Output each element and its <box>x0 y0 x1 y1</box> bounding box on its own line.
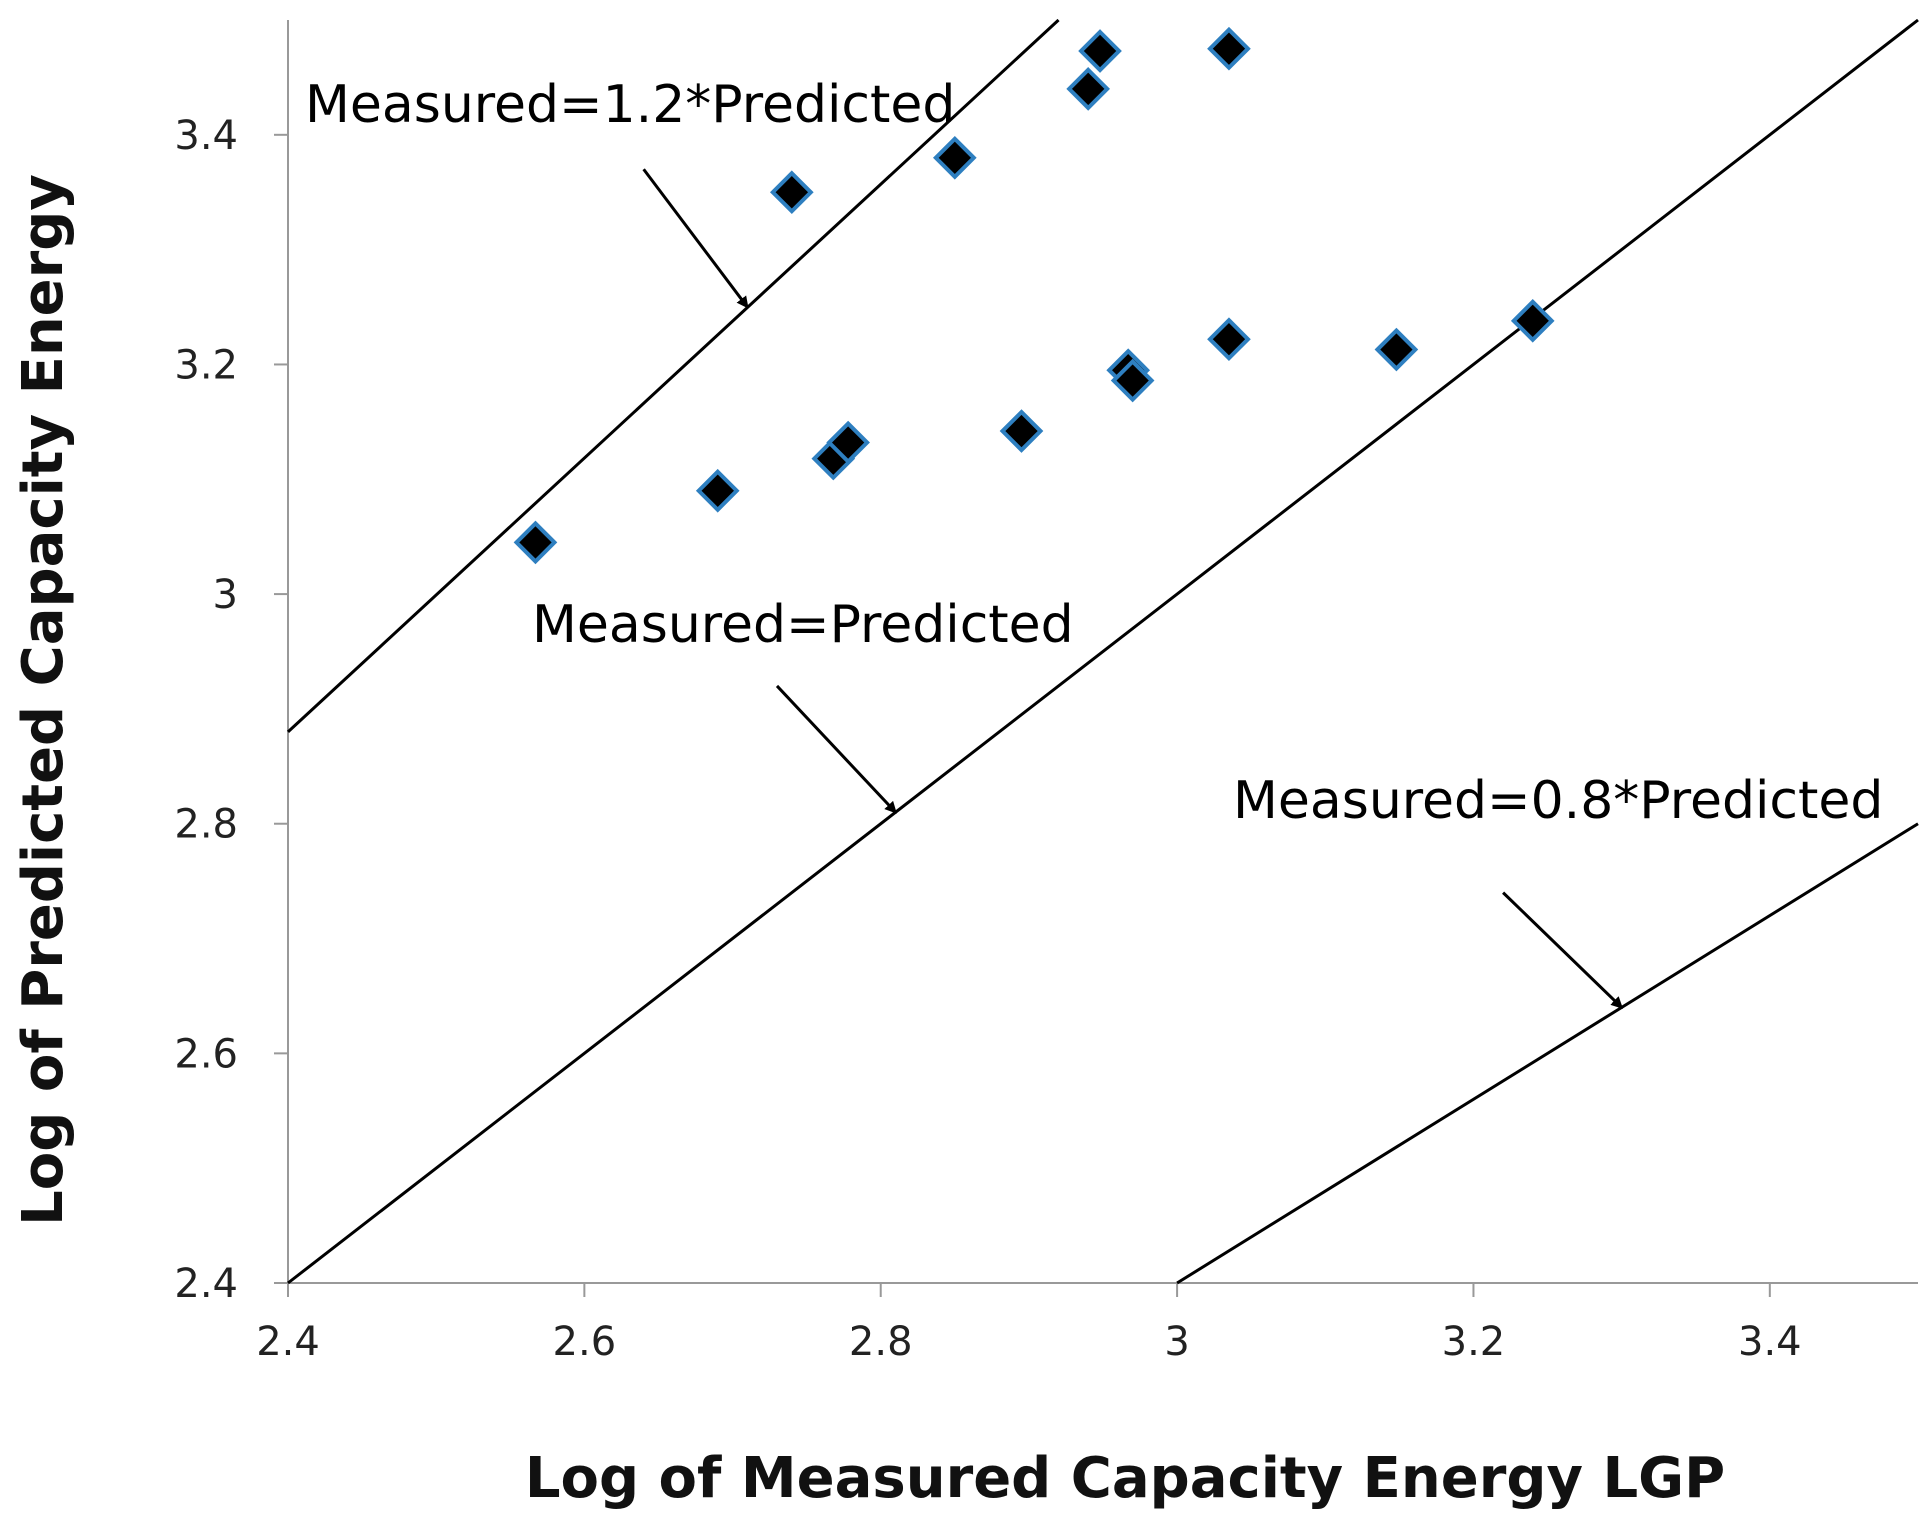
data-points <box>513 26 1555 565</box>
data-point <box>826 420 870 465</box>
axes: 2.4 2.6 2.8 3 3.2 3.4 2.4 2.6 2.8 3 3.2 3.4 <box>174 20 1918 1365</box>
annotation-label: Measured=Predicted <box>532 595 1074 655</box>
y-axis-title: Log of Predicted Capacity Energy <box>11 174 76 1226</box>
annotation-label: Measured=0.8*Predicted <box>1233 771 1883 831</box>
x-tick-label: 2.4 <box>256 1319 320 1365</box>
reference-line <box>287 18 1919 1285</box>
data-point <box>1207 26 1251 71</box>
x-tick-label: 3.4 <box>1738 1319 1802 1365</box>
annotation-arrow <box>642 168 749 309</box>
y-tick-label: 3.2 <box>174 342 238 388</box>
data-point <box>769 170 814 215</box>
data-point <box>1078 29 1122 73</box>
data-point <box>695 468 740 513</box>
reference-line <box>286 18 1060 733</box>
data-point <box>999 409 1044 453</box>
annotation-arrow <box>1502 891 1624 1009</box>
reference-line <box>1176 822 1919 1285</box>
reference-lines <box>286 18 1919 1285</box>
x-axis-title: Log of Measured Capacity Energy LGP <box>525 1446 1725 1511</box>
annotation-arrow <box>775 684 897 814</box>
y-tick-label: 3.4 <box>174 113 238 159</box>
data-point <box>932 135 977 180</box>
data-point <box>1374 327 1419 372</box>
data-point <box>513 520 558 565</box>
data-point <box>1066 67 1111 111</box>
x-tick-label: 3 <box>1164 1319 1189 1365</box>
y-tick-label: 3 <box>213 572 238 618</box>
y-tick-label: 2.8 <box>174 802 238 848</box>
data-point <box>1510 298 1555 343</box>
y-tick-label: 2.6 <box>174 1031 238 1077</box>
x-tick-label: 2.8 <box>849 1319 913 1365</box>
data-point <box>1207 317 1251 362</box>
annotations: Measured=1.2*Predicted Measured=Predicted… <box>305 75 1883 1009</box>
annotation-label: Measured=1.2*Predicted <box>305 75 955 135</box>
y-tick-label: 2.4 <box>174 1261 238 1307</box>
data-point <box>1110 358 1155 403</box>
x-tick-label: 3.2 <box>1442 1319 1506 1365</box>
x-tick-label: 2.6 <box>553 1319 617 1365</box>
